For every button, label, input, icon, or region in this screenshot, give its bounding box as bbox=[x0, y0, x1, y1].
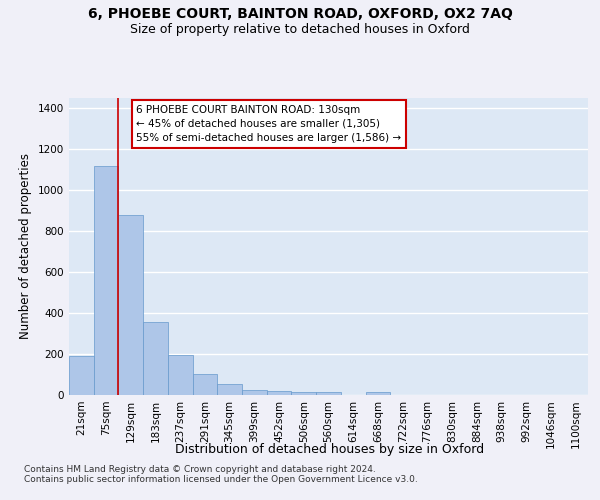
Text: Contains HM Land Registry data © Crown copyright and database right 2024.
Contai: Contains HM Land Registry data © Crown c… bbox=[24, 465, 418, 484]
Text: Size of property relative to detached houses in Oxford: Size of property relative to detached ho… bbox=[130, 22, 470, 36]
Bar bbox=[267, 391, 292, 395]
Y-axis label: Number of detached properties: Number of detached properties bbox=[19, 153, 32, 340]
Bar bbox=[217, 384, 242, 395]
Bar bbox=[69, 356, 94, 395]
Bar bbox=[118, 216, 143, 395]
Bar bbox=[94, 166, 118, 395]
Bar bbox=[168, 355, 193, 395]
Bar bbox=[365, 392, 390, 395]
Bar bbox=[143, 322, 168, 395]
Text: 6, PHOEBE COURT, BAINTON ROAD, OXFORD, OX2 7AQ: 6, PHOEBE COURT, BAINTON ROAD, OXFORD, O… bbox=[88, 8, 512, 22]
Bar bbox=[316, 392, 341, 395]
Bar bbox=[193, 374, 217, 395]
Text: 6 PHOEBE COURT BAINTON ROAD: 130sqm
← 45% of detached houses are smaller (1,305): 6 PHOEBE COURT BAINTON ROAD: 130sqm ← 45… bbox=[136, 105, 401, 143]
Bar bbox=[242, 390, 267, 395]
Bar bbox=[292, 392, 316, 395]
Text: Distribution of detached houses by size in Oxford: Distribution of detached houses by size … bbox=[175, 442, 485, 456]
